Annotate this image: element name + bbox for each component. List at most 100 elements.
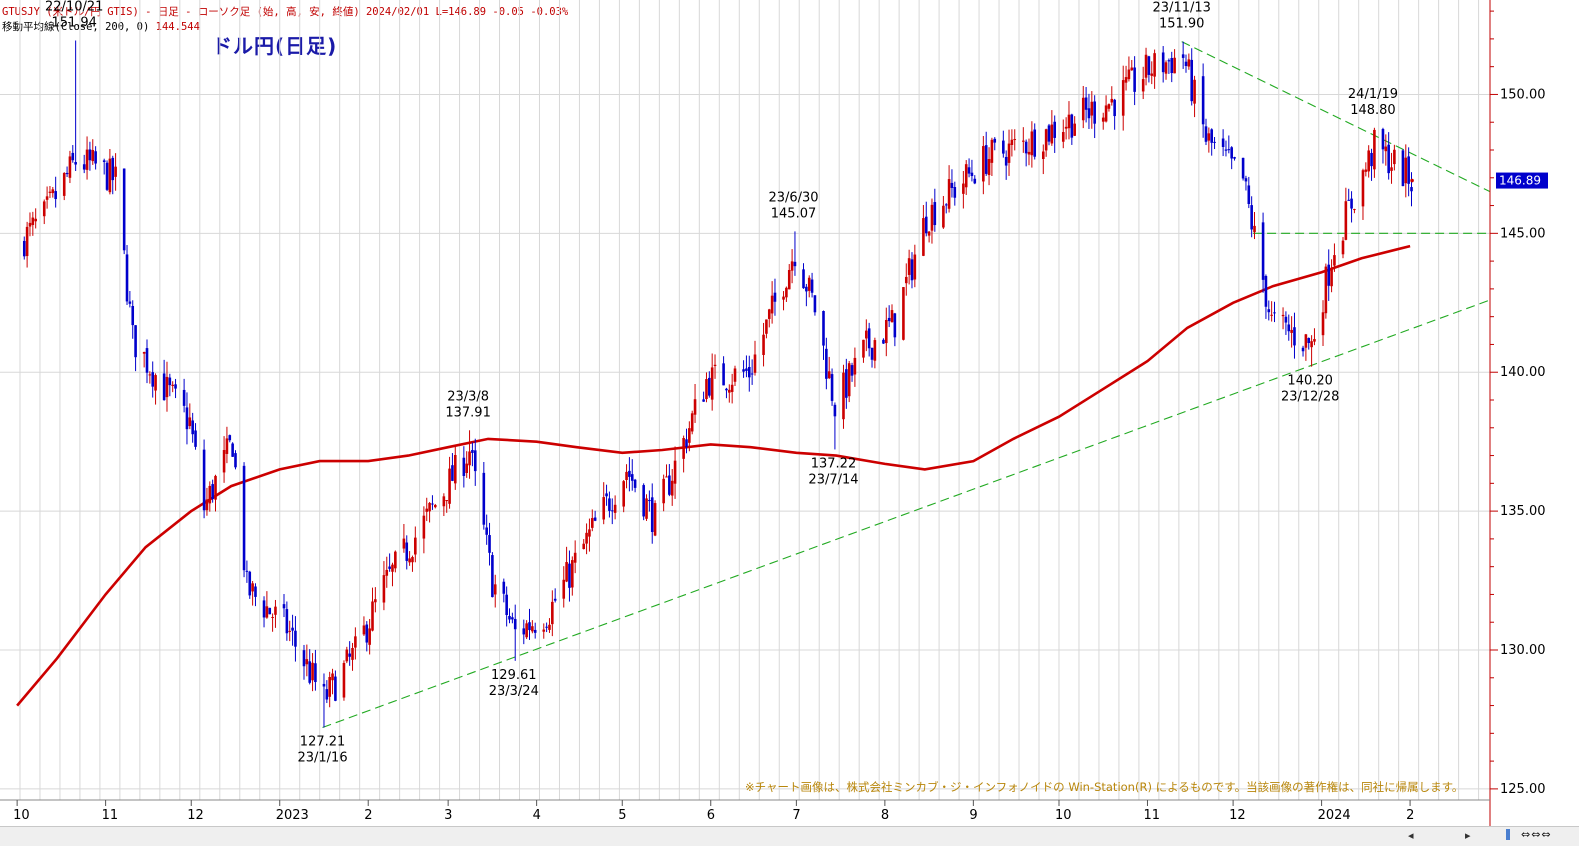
candle-body	[305, 659, 309, 665]
time-tick-label: 2	[364, 808, 372, 823]
zoom-icons[interactable]: ⇔⇔⇔	[1521, 828, 1552, 841]
candle-body	[642, 485, 645, 517]
candle-body	[431, 503, 434, 505]
candle-body	[348, 653, 351, 657]
chart-scrollbar[interactable]	[0, 826, 1579, 846]
candle-body	[142, 351, 146, 354]
price-tick-label: 135.00	[1500, 504, 1546, 519]
candle-body	[425, 508, 429, 512]
candle-body	[1093, 101, 1096, 124]
candle-body	[927, 231, 931, 236]
trendline-layer	[322, 41, 1491, 729]
candle-body	[1130, 67, 1134, 71]
candle-body	[385, 569, 389, 576]
candle-body	[194, 430, 197, 447]
scroll-right-arrow-icon[interactable]: ▸	[1465, 829, 1471, 842]
candle-body	[28, 222, 32, 227]
candle-body	[1381, 129, 1385, 150]
candle-body	[268, 607, 272, 615]
trendline	[1181, 41, 1491, 193]
current-price-badge	[1496, 172, 1548, 189]
candle-body	[1290, 329, 1293, 333]
candle-body	[890, 310, 894, 323]
candle-body	[265, 606, 269, 618]
last-close-marker	[1410, 178, 1414, 183]
candle-body	[728, 389, 731, 393]
candle-body	[51, 189, 55, 194]
candle-body	[162, 373, 166, 401]
candle-body	[234, 453, 237, 468]
candle-body	[1304, 334, 1308, 348]
candle-body	[713, 364, 717, 367]
candle-body	[511, 617, 514, 620]
candle-body	[767, 309, 771, 319]
candle-body	[508, 615, 511, 620]
candle-body	[1327, 264, 1331, 286]
annotation-label-bottom: 151.94	[51, 16, 97, 31]
candle-body	[645, 498, 648, 519]
candle-body	[702, 399, 705, 402]
candle-body	[71, 152, 75, 161]
candle-body	[1213, 141, 1216, 143]
candle-body	[1204, 126, 1208, 142]
candle-body	[1333, 255, 1336, 266]
candle-body	[622, 481, 625, 507]
annotation-label-bottom: 148.80	[1350, 103, 1396, 118]
candle-body	[962, 183, 965, 194]
candle-body	[668, 475, 671, 495]
candle-body	[254, 586, 257, 597]
candle-body	[1313, 339, 1316, 342]
scroll-left-arrow-icon[interactable]: ◂	[1408, 829, 1414, 842]
candle-body	[34, 218, 37, 222]
candle-body	[853, 357, 857, 375]
candle-body	[314, 663, 317, 683]
candle-body	[1027, 151, 1031, 155]
candle-body	[191, 420, 194, 435]
candle-body	[331, 673, 334, 681]
candle-body	[74, 162, 77, 165]
candle-body	[354, 636, 357, 648]
candle-body	[850, 365, 854, 376]
candle-body	[1084, 97, 1088, 110]
candle-body	[1087, 108, 1091, 119]
candle-body	[1013, 139, 1017, 141]
candle-body	[402, 538, 406, 549]
candle-body	[1190, 59, 1194, 102]
candle-body	[827, 371, 831, 379]
candle-body	[964, 164, 968, 188]
candle-body	[482, 472, 486, 525]
candle-body	[1161, 52, 1165, 73]
candle-body	[822, 310, 825, 346]
ma-value: 144.544	[155, 21, 200, 33]
candle-body	[1253, 225, 1256, 233]
time-tick-label: 11	[1143, 808, 1160, 823]
candle-body	[1110, 98, 1114, 103]
candle-body	[865, 330, 868, 339]
candle-body	[653, 503, 657, 536]
candle-body	[68, 156, 72, 178]
ma-label: 移動平均線(Close, 200, 0)	[2, 21, 150, 33]
candle-body	[785, 287, 788, 298]
time-tick-label: 10	[1055, 808, 1072, 823]
candle-body	[953, 187, 957, 198]
copyright-note: ※チャート画像は、株式会社ミンカブ・ジ・インフォノイドの Win-Station…	[745, 780, 1464, 794]
candle-body	[585, 532, 588, 544]
candle-body	[802, 269, 805, 289]
candle-body	[625, 471, 628, 481]
candle-body	[593, 517, 597, 521]
candle-body	[453, 455, 457, 484]
trendline	[322, 299, 1491, 729]
candle-body	[1133, 67, 1136, 92]
candle-body	[1244, 178, 1248, 182]
candle-body	[231, 443, 234, 457]
candle-body	[374, 599, 377, 603]
candle-body	[573, 552, 577, 563]
candle-body	[242, 465, 246, 571]
candle-body	[1227, 149, 1231, 151]
candle-body	[1370, 152, 1373, 167]
candle-body	[582, 543, 586, 550]
price-tick-label: 140.00	[1500, 365, 1546, 380]
candle-body	[765, 319, 768, 334]
scroll-thumb[interactable]	[1506, 829, 1510, 840]
